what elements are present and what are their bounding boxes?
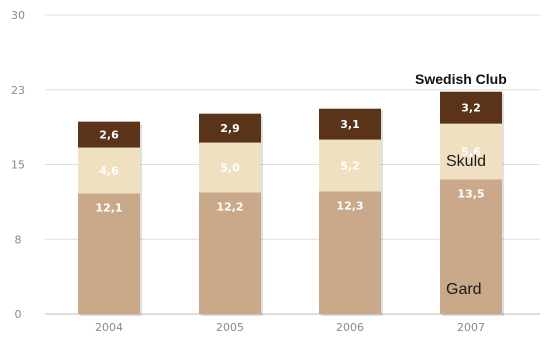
x-tick-labels: 2004 2005 2006 2007 xyxy=(95,321,485,334)
x-tick-label: 2004 xyxy=(95,321,123,334)
annotation-swedish-club: Swedish Club xyxy=(415,71,507,87)
bar-segment-skuld-2006 xyxy=(319,139,381,192)
data-label: 12,3 xyxy=(336,199,363,212)
x-tick-label: 2007 xyxy=(457,321,485,334)
data-label: 5,6 xyxy=(461,146,481,159)
data-label: 3,2 xyxy=(461,102,481,115)
data-label: 5,0 xyxy=(220,161,240,174)
x-tick-label: 2005 xyxy=(216,321,244,334)
bars: 12,1 4,6 2,6 12,2 5,0 2,9 12,3 5,2 3,1 13,5 5,6 3,2 xyxy=(78,91,504,316)
data-label: 12,2 xyxy=(216,200,243,213)
annotation-skuld: Skuld xyxy=(446,153,486,170)
data-label: 4,6 xyxy=(99,164,119,177)
bar-segment-gard-2007 xyxy=(440,179,502,314)
data-label: 12,1 xyxy=(95,201,122,214)
data-label: 2,9 xyxy=(220,122,240,135)
bar-segment-skuld-2005 xyxy=(199,142,261,193)
x-tick-label: 2006 xyxy=(336,321,364,334)
bar-segment-gard-2005 xyxy=(199,192,261,314)
bar-segment-skuld-2007 xyxy=(440,123,502,180)
bar-segment-gard-2004 xyxy=(78,193,140,314)
annotation-gard: Gard xyxy=(446,281,482,298)
y-tick-label: 23 xyxy=(11,84,25,97)
bar-segment-swedish-club-2006 xyxy=(319,108,381,140)
y-tick-label: 15 xyxy=(11,159,25,172)
y-tick-label: 30 xyxy=(11,9,25,22)
data-label: 5,2 xyxy=(340,159,360,172)
data-label: 13,5 xyxy=(457,187,484,200)
y-tick-label: 8 xyxy=(15,233,22,246)
y-tick-label: 0 xyxy=(15,308,22,321)
bar-segment-swedish-club-2004 xyxy=(78,121,140,148)
bar-segment-swedish-club-2007 xyxy=(440,91,502,124)
bar-segment-skuld-2004 xyxy=(78,147,140,194)
bar-segment-gard-2006 xyxy=(319,191,381,314)
data-label: 2,6 xyxy=(99,129,119,142)
y-tick-labels: 0 8 15 23 30 xyxy=(11,9,25,321)
bar-segment-swedish-club-2005 xyxy=(199,113,261,143)
data-label: 3,1 xyxy=(340,118,360,131)
